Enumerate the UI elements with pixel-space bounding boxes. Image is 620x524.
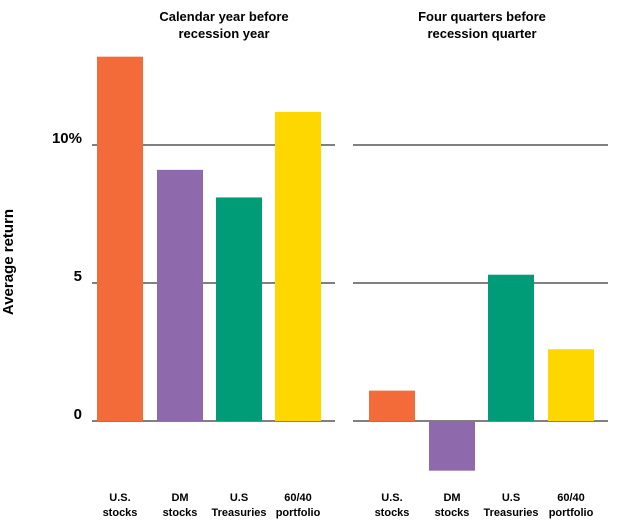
bar-panel-2-60-40-portfolio — [548, 349, 594, 421]
category-label: U.S. stocks — [103, 492, 138, 519]
category-label: U.S Treasuries — [483, 492, 538, 519]
category-label: U.S. stocks — [375, 492, 410, 519]
bar-panel-2-u-s-stocks — [369, 390, 415, 421]
labels: 0 5 10% Average return Calendar year before r… — [0, 9, 594, 519]
y-tick-label: 10% — [52, 130, 82, 147]
bar-panel-2-dm-stocks — [429, 421, 475, 471]
bars — [97, 56, 594, 471]
y-tick-label: 5 — [74, 268, 82, 285]
bar-panel-1-dm-stocks — [157, 169, 203, 421]
category-label: DM stocks — [435, 492, 470, 519]
panel-title-1: Calendar year before recession year — [159, 9, 288, 41]
bar-panel-2-u-s-treasuries — [488, 274, 534, 421]
category-label: 60/40 portfolio — [276, 492, 321, 519]
bar-panel-1-u-s-treasuries — [216, 197, 262, 421]
bar-panel-1-60-40-portfolio — [275, 111, 321, 421]
category-label: U.S Treasuries — [211, 492, 266, 519]
bar-panel-1-u-s-stocks — [97, 56, 143, 422]
category-label: 60/40 portfolio — [549, 492, 594, 519]
panel-title-2: Four quarters before recession quarter — [418, 9, 546, 41]
y-axis-label: Average return — [0, 209, 17, 315]
category-label: DM stocks — [163, 492, 198, 519]
y-tick-label: 0 — [74, 406, 82, 423]
